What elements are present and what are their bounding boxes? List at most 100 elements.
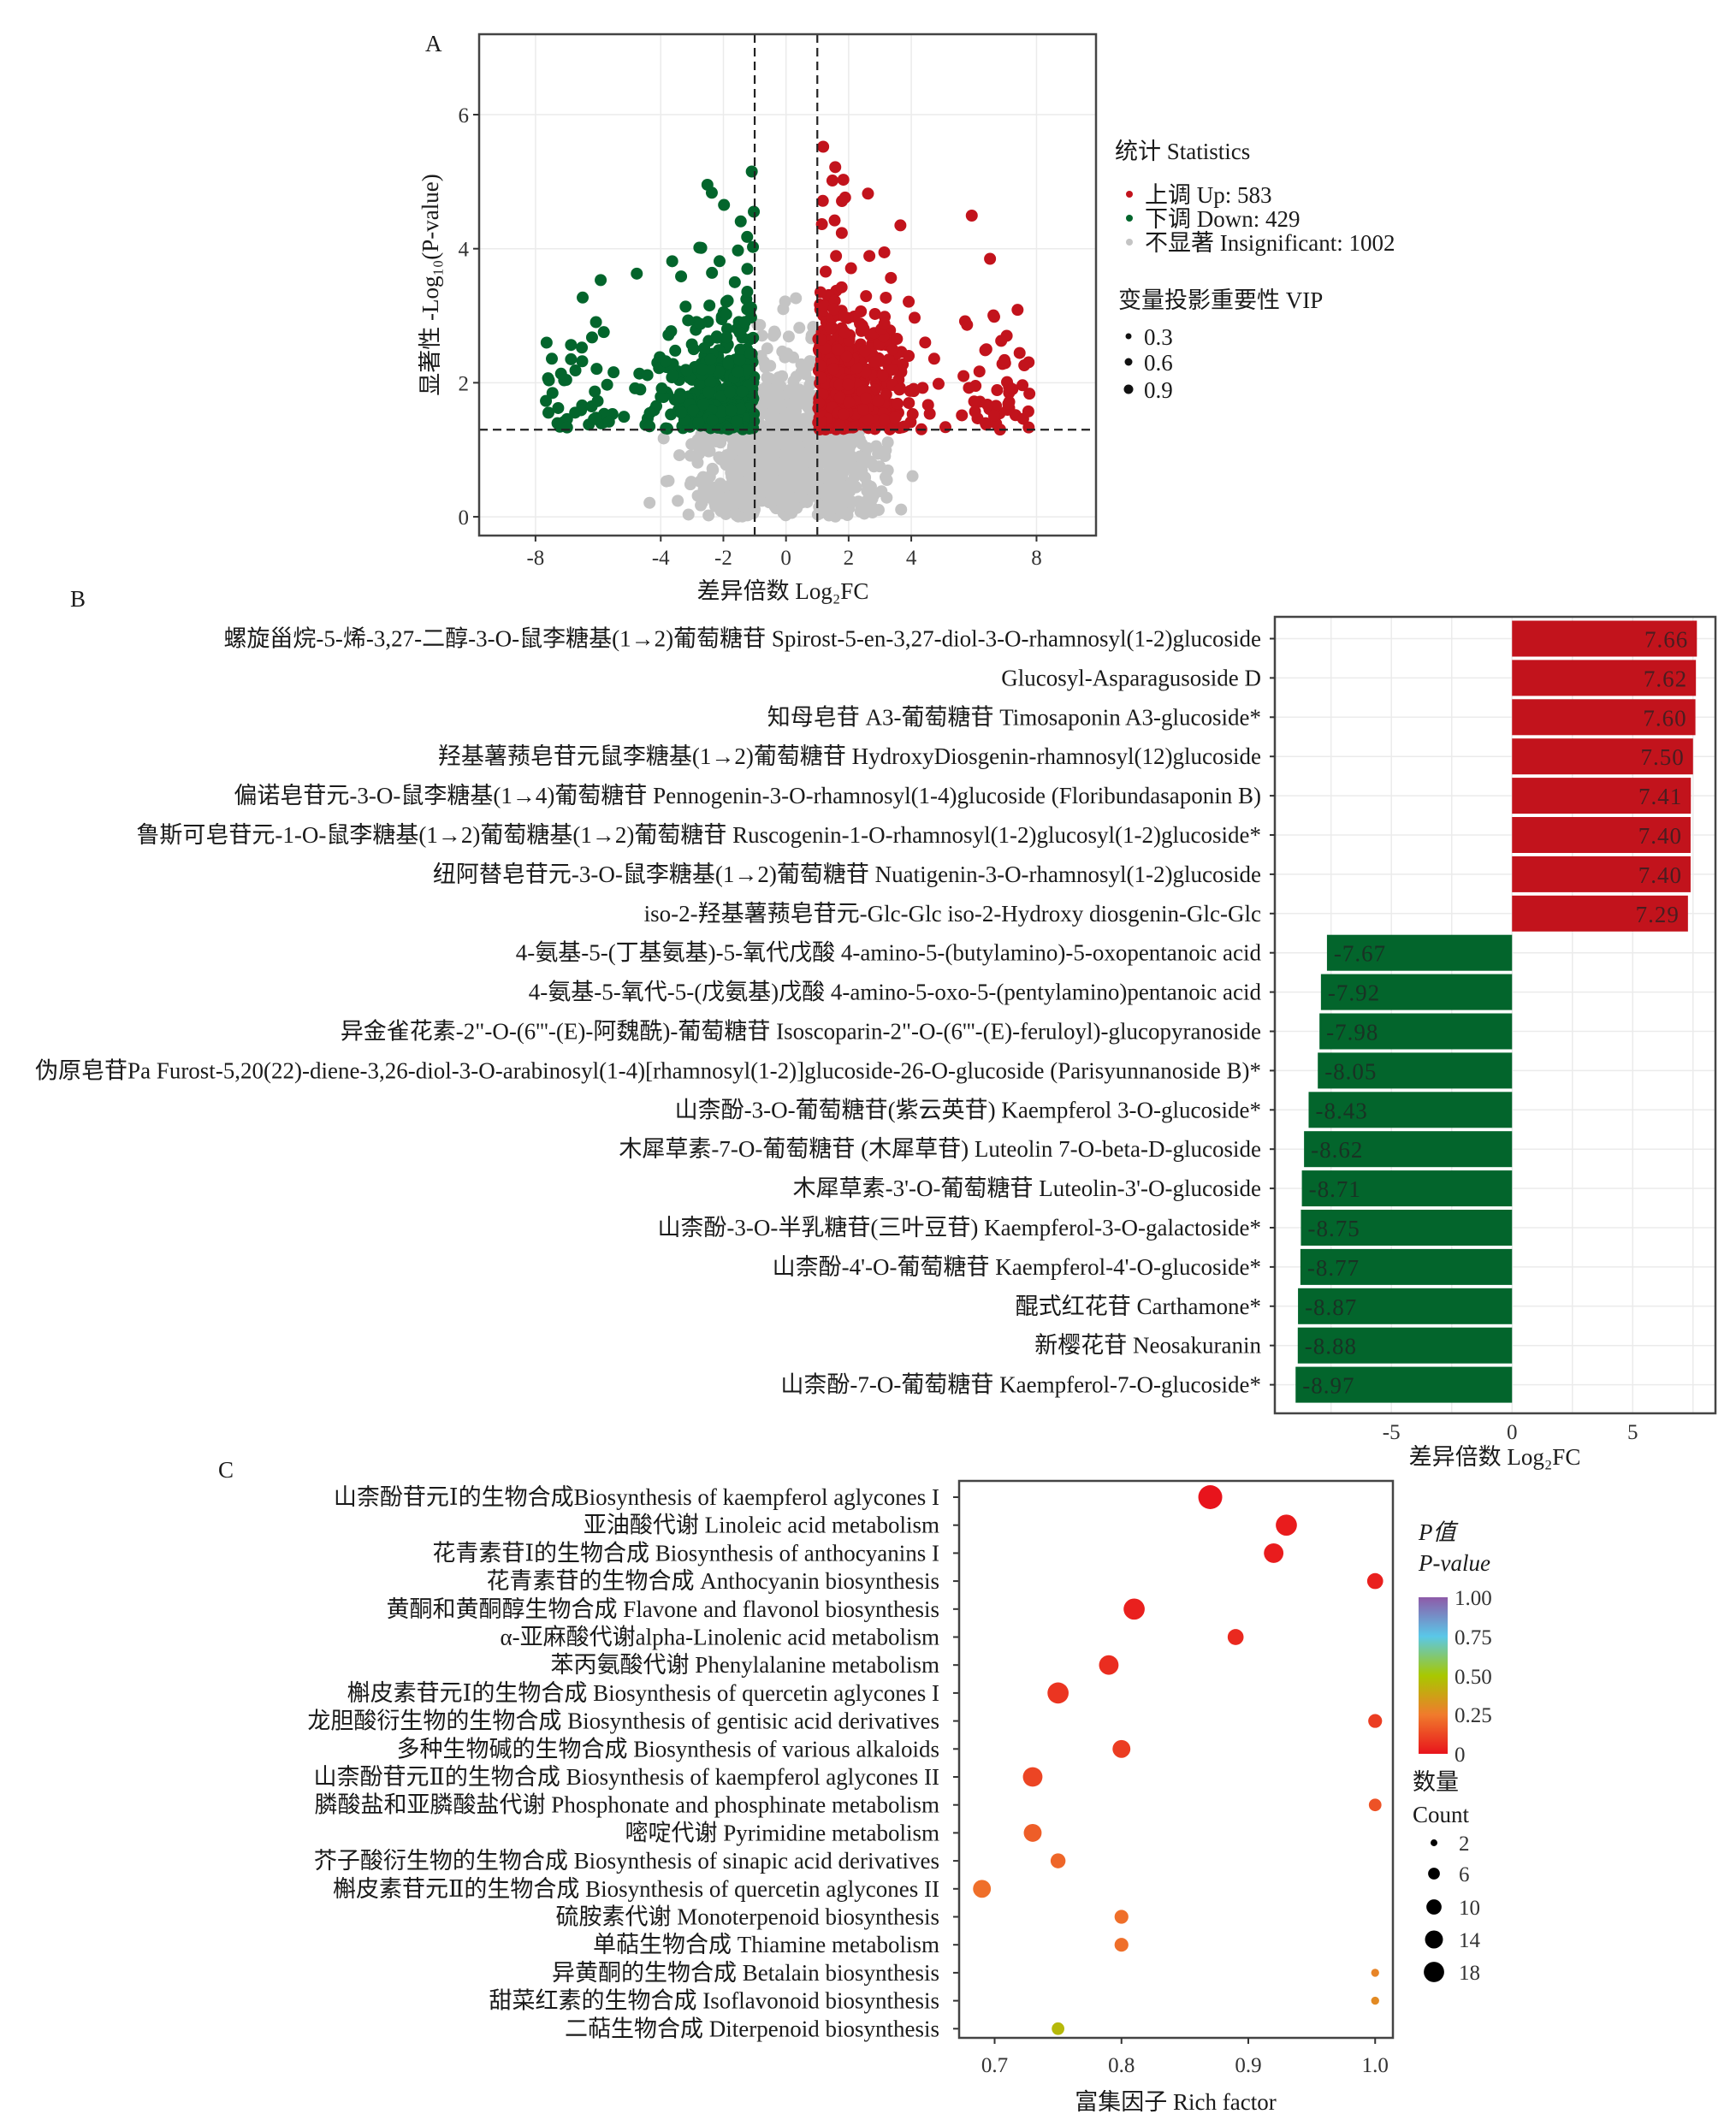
size-legend-title-en: Count — [1413, 1802, 1470, 1827]
insignificant-point — [838, 459, 851, 472]
down-regulated-point — [585, 400, 598, 413]
down-regulated-point — [597, 326, 610, 339]
insignificant-point — [737, 456, 750, 469]
up-regulated-point — [838, 326, 851, 339]
colorbar-tick-label: 0.25 — [1455, 1704, 1492, 1727]
pathway-bubble — [1114, 1938, 1129, 1952]
insignificant-point — [725, 459, 738, 471]
up-regulated-point — [876, 369, 889, 382]
insignificant-point — [787, 351, 800, 364]
down-regulated-point — [693, 241, 706, 254]
down-regulated-point — [669, 344, 682, 357]
insignificant-point — [783, 501, 796, 514]
down-regulated-point — [718, 198, 731, 211]
down-regulated-point — [714, 406, 727, 418]
insignificant-point — [790, 429, 803, 442]
up-regulated-point — [860, 290, 873, 303]
down-regulated-point — [552, 401, 565, 414]
up-regulated-point — [903, 295, 915, 308]
category-label: 4-氨基-5-氧代-5-(戊氨基)戊酸 4-amino-5-oxo-5-(pen… — [529, 980, 1262, 1005]
up-regulated-point — [840, 350, 853, 363]
panel-label-c: C — [218, 1457, 234, 1483]
insignificant-point — [787, 375, 800, 388]
up-regulated-point — [857, 323, 870, 335]
size-legend-dot — [1431, 1839, 1437, 1846]
bar — [1297, 1327, 1513, 1364]
insignificant-point — [766, 383, 779, 396]
insignificant-point — [850, 481, 862, 494]
x-tick-label: 0.7 — [981, 2054, 1008, 2077]
insignificant-point — [771, 401, 784, 414]
up-regulated-point — [898, 420, 910, 433]
x-tick-label: 0.9 — [1235, 2054, 1261, 2077]
up-regulated-point — [878, 317, 891, 330]
up-regulated-point — [862, 413, 874, 426]
up-regulated-point — [820, 265, 832, 278]
up-regulated-point — [957, 370, 970, 382]
down-regulated-point — [692, 417, 705, 429]
up-regulated-point — [894, 219, 907, 232]
up-regulated-point — [836, 195, 849, 208]
colorbar-tick-label: 0 — [1455, 1744, 1466, 1767]
down-regulated-point — [734, 215, 747, 228]
insignificant-point — [691, 489, 704, 502]
up-regulated-point — [850, 361, 863, 374]
up-regulated-point — [923, 407, 936, 420]
down-regulated-point — [680, 364, 693, 377]
up-regulated-point — [868, 423, 881, 435]
up-regulated-point — [833, 378, 846, 391]
down-regulated-point — [701, 178, 714, 191]
down-regulated-point — [722, 357, 735, 370]
insignificant-point — [776, 370, 789, 382]
up-regulated-point — [829, 161, 842, 174]
bar-value-label: -8.77 — [1307, 1255, 1360, 1281]
legend-vip-label: 0.9 — [1144, 377, 1173, 403]
y-tick-label: 0 — [459, 506, 470, 530]
up-regulated-point — [1023, 388, 1036, 400]
down-regulated-point — [585, 331, 598, 344]
insignificant-point — [810, 457, 823, 470]
size-legend-dot — [1425, 1930, 1443, 1949]
x-tick-label: 2 — [844, 547, 855, 570]
up-regulated-point — [837, 174, 850, 187]
up-regulated-point — [987, 409, 1000, 422]
down-regulated-point — [696, 363, 708, 376]
legend-down-dot — [1126, 215, 1133, 222]
insignificant-point — [782, 489, 795, 502]
insignificant-point — [856, 465, 868, 477]
bar — [1318, 1052, 1513, 1089]
down-regulated-point — [675, 270, 688, 283]
y-tick-label: 2 — [459, 372, 470, 395]
size-legend-dot — [1424, 1962, 1444, 1982]
insignificant-point — [820, 472, 832, 485]
legend-stats-title: 统计 Statistics — [1115, 139, 1250, 164]
down-regulated-point — [576, 341, 589, 354]
up-regulated-point — [817, 140, 830, 153]
pathway-bubble — [1227, 1629, 1244, 1645]
up-regulated-point — [878, 413, 891, 426]
x-tick-label: 4 — [906, 547, 917, 570]
x-tick-label: -4 — [652, 547, 670, 570]
category-label: 知母皂苷 A3-葡萄糖苷 Timosaponin A3-glucoside* — [767, 704, 1261, 730]
up-regulated-point — [827, 363, 840, 376]
up-regulated-point — [838, 311, 851, 323]
down-regulated-point — [725, 404, 738, 417]
category-label: 羟基薯蓣皂苷元鼠李糖基(1→2)葡萄糖苷 HydroxyDiosgenin-rh… — [438, 743, 1261, 769]
category-label: 异金雀花素-2"-O-(6'''-(E)-阿魏酰)-葡萄糖苷 Isoscopar… — [341, 1019, 1261, 1045]
up-regulated-point — [886, 364, 899, 376]
down-regulated-point — [714, 255, 726, 268]
up-regulated-point — [880, 388, 892, 400]
up-regulated-point — [907, 385, 920, 398]
up-regulated-point — [998, 353, 1011, 366]
up-regulated-point — [961, 318, 974, 331]
insignificant-point — [895, 503, 908, 516]
down-regulated-point — [733, 326, 746, 339]
legend-vip-dot-medium — [1124, 358, 1133, 366]
down-regulated-point — [577, 291, 590, 304]
insignificant-point — [732, 470, 744, 483]
pathway-label: 黄酮和黄酮醇生物合成 Flavone and flavonol biosynth… — [387, 1596, 939, 1622]
category-label: 纽阿替皂苷元-3-O-鼠李糖基(1→2)葡萄糖苷 Nuatigenin-3-O-… — [433, 862, 1261, 887]
insignificant-point — [673, 449, 686, 462]
up-regulated-point — [855, 305, 868, 317]
